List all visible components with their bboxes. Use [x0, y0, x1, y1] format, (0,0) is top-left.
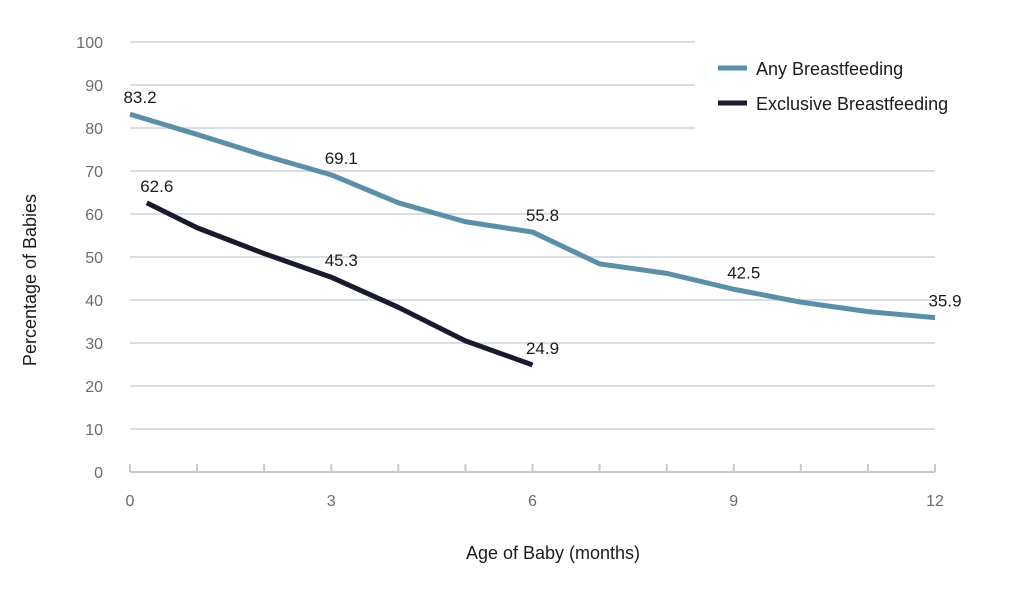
x-tick-label: 6	[528, 493, 537, 510]
series-line-any-breastfeeding	[129, 111, 936, 321]
series-line-exclusive-breastfeeding	[145, 200, 534, 368]
series	[129, 111, 936, 368]
y-tick-label: 20	[85, 379, 103, 396]
y-tick-label: 70	[85, 164, 103, 181]
y-tick-label: 60	[85, 207, 103, 224]
y-tick-label: 30	[85, 336, 103, 353]
legend: Any Breastfeeding Exclusive Breastfeeding	[718, 59, 948, 114]
y-tick-label: 10	[85, 422, 103, 439]
y-axis-title: Percentage of Babies	[20, 194, 40, 366]
x-tick-label: 3	[327, 493, 336, 510]
data-label: 83.2	[123, 88, 156, 107]
legend-label: Any Breastfeeding	[756, 59, 903, 79]
y-tick-label: 90	[85, 78, 103, 95]
data-label: 35.9	[928, 292, 961, 311]
data-label: 45.3	[325, 251, 358, 270]
legend-label: Exclusive Breastfeeding	[756, 94, 948, 114]
x-tick-label: 9	[729, 493, 738, 510]
data-labels: 83.2 69.1 55.8 42.5 35.9 62.6 45.3 24.9	[123, 88, 961, 358]
axes: 0 10 20 30 40 50 60 70 80 90 100 0 3 6 9 12	[76, 35, 944, 510]
x-tick-label: 12	[926, 493, 944, 510]
y-tick-label: 80	[85, 121, 103, 138]
gridlines	[130, 41, 935, 430]
data-label: 42.5	[727, 263, 760, 282]
y-tick-label: 0	[94, 465, 103, 482]
x-tick-label: 0	[126, 493, 135, 510]
data-label: 69.1	[325, 149, 358, 168]
data-label: 55.8	[526, 206, 559, 225]
data-label: 62.6	[140, 177, 173, 196]
y-tick-label: 100	[76, 35, 103, 52]
data-label: 24.9	[526, 339, 559, 358]
y-tick-label: 50	[85, 250, 103, 267]
y-tick-label: 40	[85, 293, 103, 310]
x-axis-title: Age of Baby (months)	[466, 543, 640, 563]
